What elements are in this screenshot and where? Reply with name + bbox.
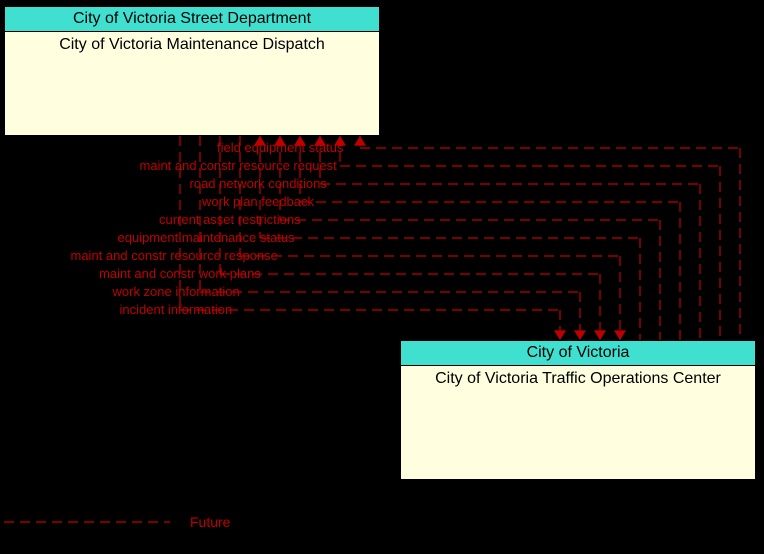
node-bottom-right-body: City of Victoria Traffic Operations Cent… <box>401 366 755 392</box>
node-bottom-right: City of Victoria City of Victoria Traffi… <box>400 340 756 480</box>
flow-label: maint and constr work plans <box>99 266 261 281</box>
flow-label: field equipment status <box>217 140 343 155</box>
node-bottom-right-header: City of Victoria <box>401 341 755 366</box>
flow-label: maint and constr resource request <box>140 158 337 173</box>
node-top-left-header: City of Victoria Street Department <box>5 7 379 32</box>
flow-label: maint and constr resource response <box>71 248 278 263</box>
node-top-left: City of Victoria Street Department City … <box>4 6 380 136</box>
legend-label: Future <box>190 514 230 530</box>
flow-label: work zone information <box>113 284 240 299</box>
node-top-left-body: City of Victoria Maintenance Dispatch <box>5 32 379 58</box>
flow-label: incident information <box>120 302 233 317</box>
flow-label: road network conditions <box>190 176 327 191</box>
flow-label: current asset restrictions <box>159 212 301 227</box>
flow-label: work plan feedback <box>202 194 314 209</box>
flow-label: equipment maintenance status <box>118 230 295 245</box>
